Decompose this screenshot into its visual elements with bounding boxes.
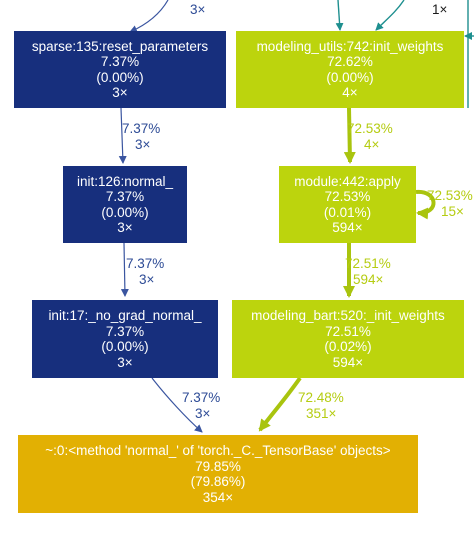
node-func-name: init:126:normal_ — [76, 173, 174, 189]
edge-label-top-right-calls: 1× — [432, 2, 448, 17]
node-calls: 594× — [332, 220, 363, 235]
node-no-grad-normal[interactable]: init:17:_no_grad_normal_ 7.37% (0.00%) 3… — [32, 300, 218, 378]
node-func-name: modeling_utils:742:init_weights — [256, 38, 444, 54]
node-self-pct: (0.01%) — [323, 204, 372, 220]
edge-calls: 15× — [441, 203, 464, 219]
node-module-apply[interactable]: module:442:apply 72.53% (0.01%) 594× — [279, 166, 416, 243]
edge-into-init-weights-teal-1 — [335, 0, 344, 31]
edge-apply-self-loop — [415, 189, 436, 220]
edge-label-bart-to-tensor: 72.48% 351× — [298, 390, 344, 421]
edge-into-reset-parameters — [129, 0, 169, 33]
node-total-pct: 7.37% — [105, 323, 145, 339]
edge-pct: 72.53% — [427, 188, 473, 203]
edge-label-normal-to-nograd: 7.37% 3× — [126, 256, 164, 287]
edge-pct: 72.53% — [347, 121, 393, 136]
node-calls: 4× — [342, 85, 358, 100]
edge-label-top-right: 1× — [432, 2, 447, 18]
edge-pct: 72.48% — [298, 390, 344, 405]
node-calls: 3× — [117, 220, 133, 235]
edge-label-top-left-calls: 3× — [190, 2, 206, 17]
edge-label-reset-to-normal: 7.37% 3× — [122, 121, 160, 152]
edge-pct: 72.51% — [345, 256, 391, 271]
node-total-pct: 79.85% — [195, 458, 241, 474]
edge-label-top-left: 3× — [190, 2, 205, 18]
node-calls: 3× — [117, 354, 133, 370]
node-self-pct: (0.00%) — [101, 204, 149, 220]
edge-label-apply-self: 72.53% 15× — [427, 188, 473, 219]
node-reset-parameters[interactable]: sparse:135:reset_parameters 7.37% (0.00%… — [14, 31, 226, 108]
node-total-pct: 7.37% — [100, 54, 140, 69]
node-calls: 354× — [202, 489, 234, 505]
node-calls: 594× — [332, 354, 364, 370]
node-func-name: module:442:apply — [294, 173, 401, 189]
node-init-weights-utils[interactable]: modeling_utils:742:init_weights 72.62% (… — [236, 31, 464, 108]
edge-calls: 4× — [364, 136, 380, 152]
node-func-name: modeling_bart:520:_init_weights — [251, 308, 445, 323]
node-total-pct: 72.53% — [324, 189, 371, 204]
edge-calls: 3× — [195, 405, 211, 421]
edge-label-apply-to-bart: 72.51% 594× — [345, 256, 391, 287]
node-self-pct: (0.00%) — [101, 339, 149, 354]
node-self-pct: (0.00%) — [96, 69, 144, 85]
node-tensor-normal[interactable]: ~:0:<method 'normal_' of 'torch._C._Tens… — [18, 435, 418, 513]
node-init-weights-bart[interactable]: modeling_bart:520:_init_weights 72.51% (… — [232, 300, 464, 378]
node-init-normal[interactable]: init:126:normal_ 7.37% (0.00%) 3× — [63, 166, 187, 243]
node-func-name: ~:0:<method 'normal_' of 'torch._C._Tens… — [45, 443, 391, 458]
edge-bart-to-tensor — [258, 376, 302, 432]
node-func-name: init:17:_no_grad_normal_ — [48, 308, 202, 323]
node-self-pct: (0.00%) — [326, 69, 374, 85]
edge-label-nograd-to-tensor: 7.37% 3× — [182, 390, 220, 421]
node-self-pct: (79.86%) — [190, 474, 246, 489]
edge-normal-to-nograd — [120, 242, 129, 297]
node-total-pct: 7.37% — [105, 189, 145, 204]
edge-calls: 3× — [135, 136, 151, 152]
edge-pct: 7.37% — [126, 256, 165, 271]
edge-utils-to-apply — [343, 107, 356, 164]
edge-pct: 7.37% — [122, 121, 161, 136]
edge-label-utils-to-apply: 72.53% 4× — [347, 121, 393, 152]
node-func-name: sparse:135:reset_parameters — [31, 38, 209, 54]
node-calls: 3× — [112, 85, 128, 100]
node-self-pct: (0.02%) — [324, 339, 372, 354]
edge-pct: 7.37% — [182, 390, 221, 405]
node-total-pct: 72.51% — [325, 323, 371, 339]
edge-into-init-weights-teal-2 — [375, 0, 405, 31]
edge-calls: 594× — [353, 271, 384, 287]
edge-calls: 351× — [306, 405, 337, 421]
edge-calls: 3× — [139, 271, 155, 287]
node-total-pct: 72.62% — [327, 54, 373, 69]
edge-reset-to-normal — [118, 107, 127, 164]
edge-nograd-to-tensor — [151, 377, 203, 433]
